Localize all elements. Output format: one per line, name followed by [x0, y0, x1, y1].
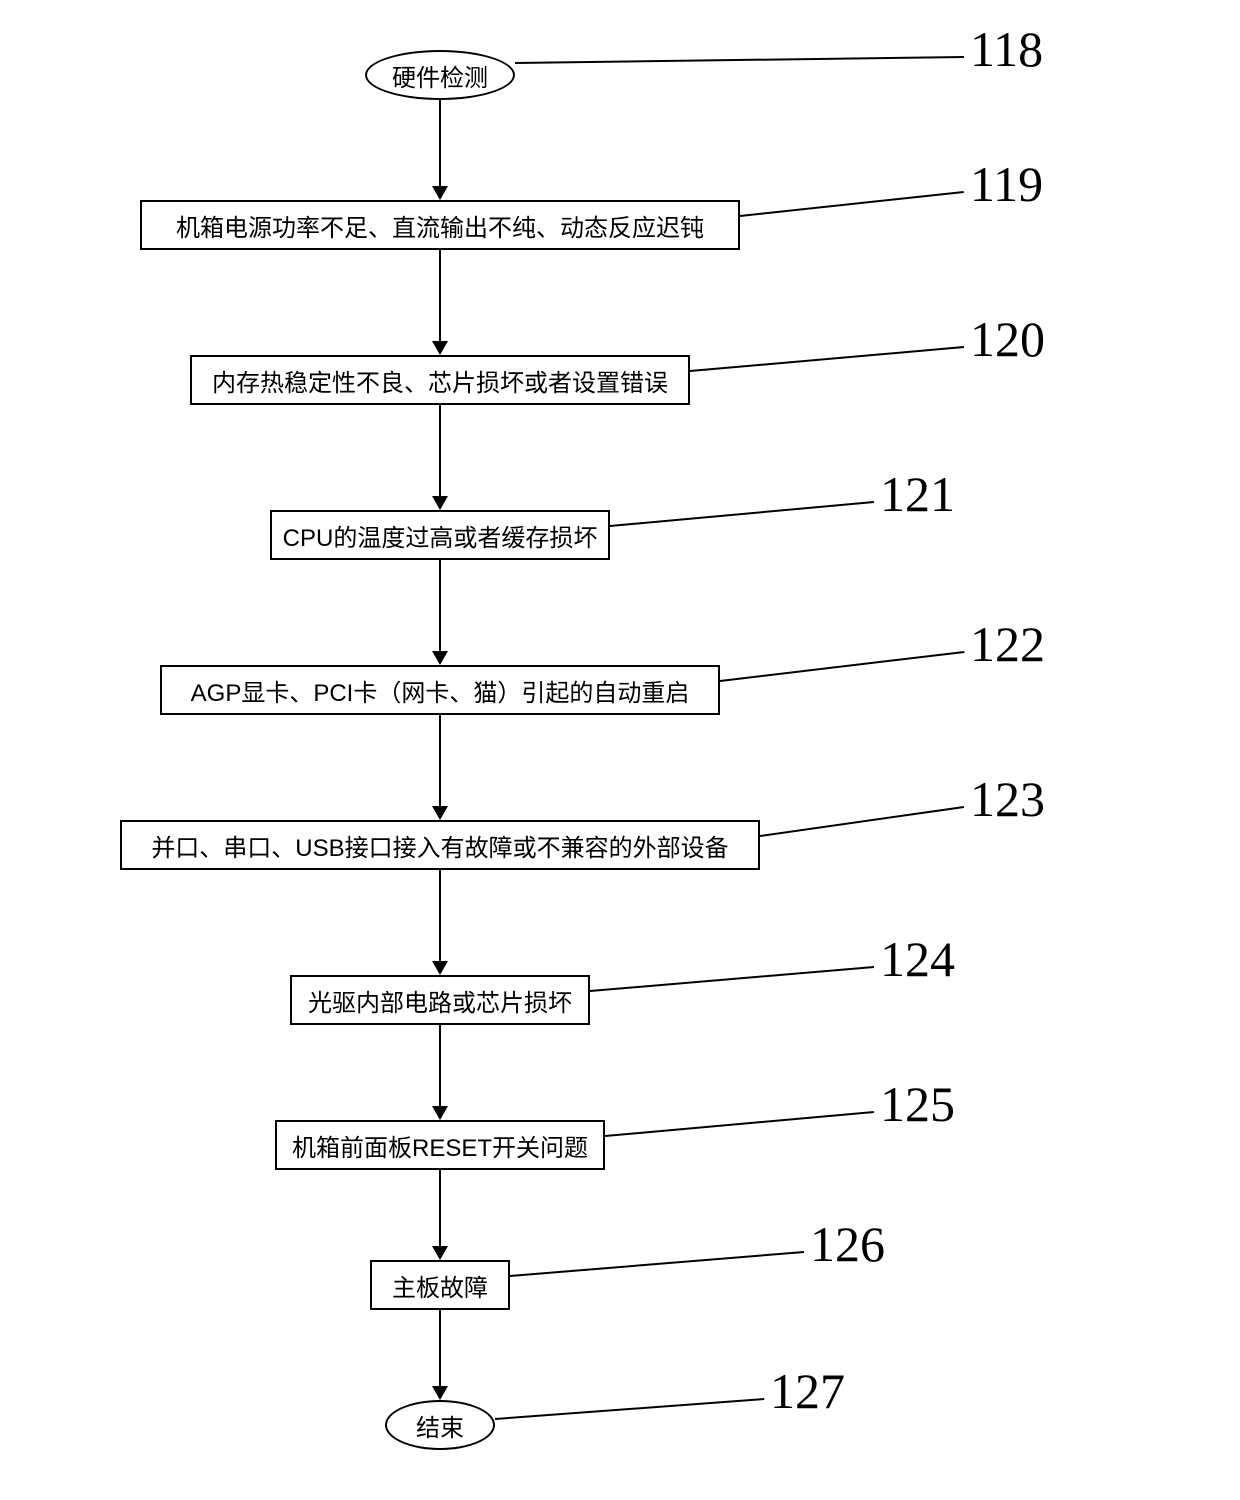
arrow-head-icon [432, 806, 448, 820]
leader-line [495, 1398, 764, 1420]
arrow-head-icon [432, 961, 448, 975]
node-label: 机箱前面板RESET开关问题 [284, 1124, 596, 1167]
leader-line [610, 501, 874, 527]
ref-label-122: 122 [970, 615, 1045, 673]
node-label: 机箱电源功率不足、直流输出不纯、动态反应迟钝 [168, 204, 712, 247]
arrow-head-icon [432, 341, 448, 355]
node-label: 主板故障 [384, 1264, 496, 1307]
flowchart-node-n120: 内存热稳定性不良、芯片损坏或者设置错误 [190, 355, 690, 405]
arrow-line [439, 1310, 441, 1386]
flowchart-node-n123: 并口、串口、USB接口接入有故障或不兼容的外部设备 [120, 820, 760, 870]
ref-label-123: 123 [970, 770, 1045, 828]
arrow-line [439, 1025, 441, 1106]
ref-label-118: 118 [970, 20, 1043, 78]
arrow-line [439, 715, 441, 806]
leader-line [740, 191, 964, 217]
node-label: 内存热稳定性不良、芯片损坏或者设置错误 [204, 359, 676, 402]
leader-line [720, 651, 964, 682]
node-label: 硬件检测 [384, 54, 496, 97]
ref-label-127: 127 [770, 1362, 845, 1420]
node-label: CPU的温度过高或者缓存损坏 [275, 514, 606, 557]
flowchart-node-n122: AGP显卡、PCI卡（网卡、猫）引起的自动重启 [160, 665, 720, 715]
arrow-line [439, 100, 441, 186]
leader-line [690, 346, 964, 372]
ref-label-119: 119 [970, 155, 1043, 213]
node-label: 结束 [408, 1404, 472, 1447]
arrow-line [439, 560, 441, 651]
arrow-head-icon [432, 496, 448, 510]
arrow-head-icon [432, 1386, 448, 1400]
flowchart-node-n127: 结束 [385, 1400, 495, 1450]
arrow-head-icon [432, 186, 448, 200]
flowchart-node-n119: 机箱电源功率不足、直流输出不纯、动态反应迟钝 [140, 200, 740, 250]
arrow-head-icon [432, 1246, 448, 1260]
arrow-head-icon [432, 651, 448, 665]
leader-line [760, 806, 964, 837]
flowchart-node-n124: 光驱内部电路或芯片损坏 [290, 975, 590, 1025]
flowchart-node-n121: CPU的温度过高或者缓存损坏 [270, 510, 610, 560]
node-label: 并口、串口、USB接口接入有故障或不兼容的外部设备 [143, 824, 736, 867]
leader-line [590, 966, 874, 992]
arrow-head-icon [432, 1106, 448, 1120]
leader-line [510, 1251, 804, 1277]
node-label: 光驱内部电路或芯片损坏 [300, 979, 580, 1022]
flowchart-node-n125: 机箱前面板RESET开关问题 [275, 1120, 605, 1170]
ref-label-120: 120 [970, 310, 1045, 368]
arrow-line [439, 250, 441, 341]
arrow-line [439, 1170, 441, 1246]
ref-label-124: 124 [880, 930, 955, 988]
leader-line [605, 1111, 874, 1137]
ref-label-121: 121 [880, 465, 955, 523]
arrow-line [439, 870, 441, 961]
flowchart-container: 硬件检测 118 机箱电源功率不足、直流输出不纯、动态反应迟钝 119 内存热稳定性不良… [0, 0, 1240, 1500]
arrow-line [439, 405, 441, 496]
flowchart-node-n118: 硬件检测 [365, 50, 515, 100]
ref-label-126: 126 [810, 1215, 885, 1273]
leader-line [515, 56, 964, 64]
flowchart-node-n126: 主板故障 [370, 1260, 510, 1310]
node-label: AGP显卡、PCI卡（网卡、猫）引起的自动重启 [183, 669, 698, 712]
ref-label-125: 125 [880, 1075, 955, 1133]
